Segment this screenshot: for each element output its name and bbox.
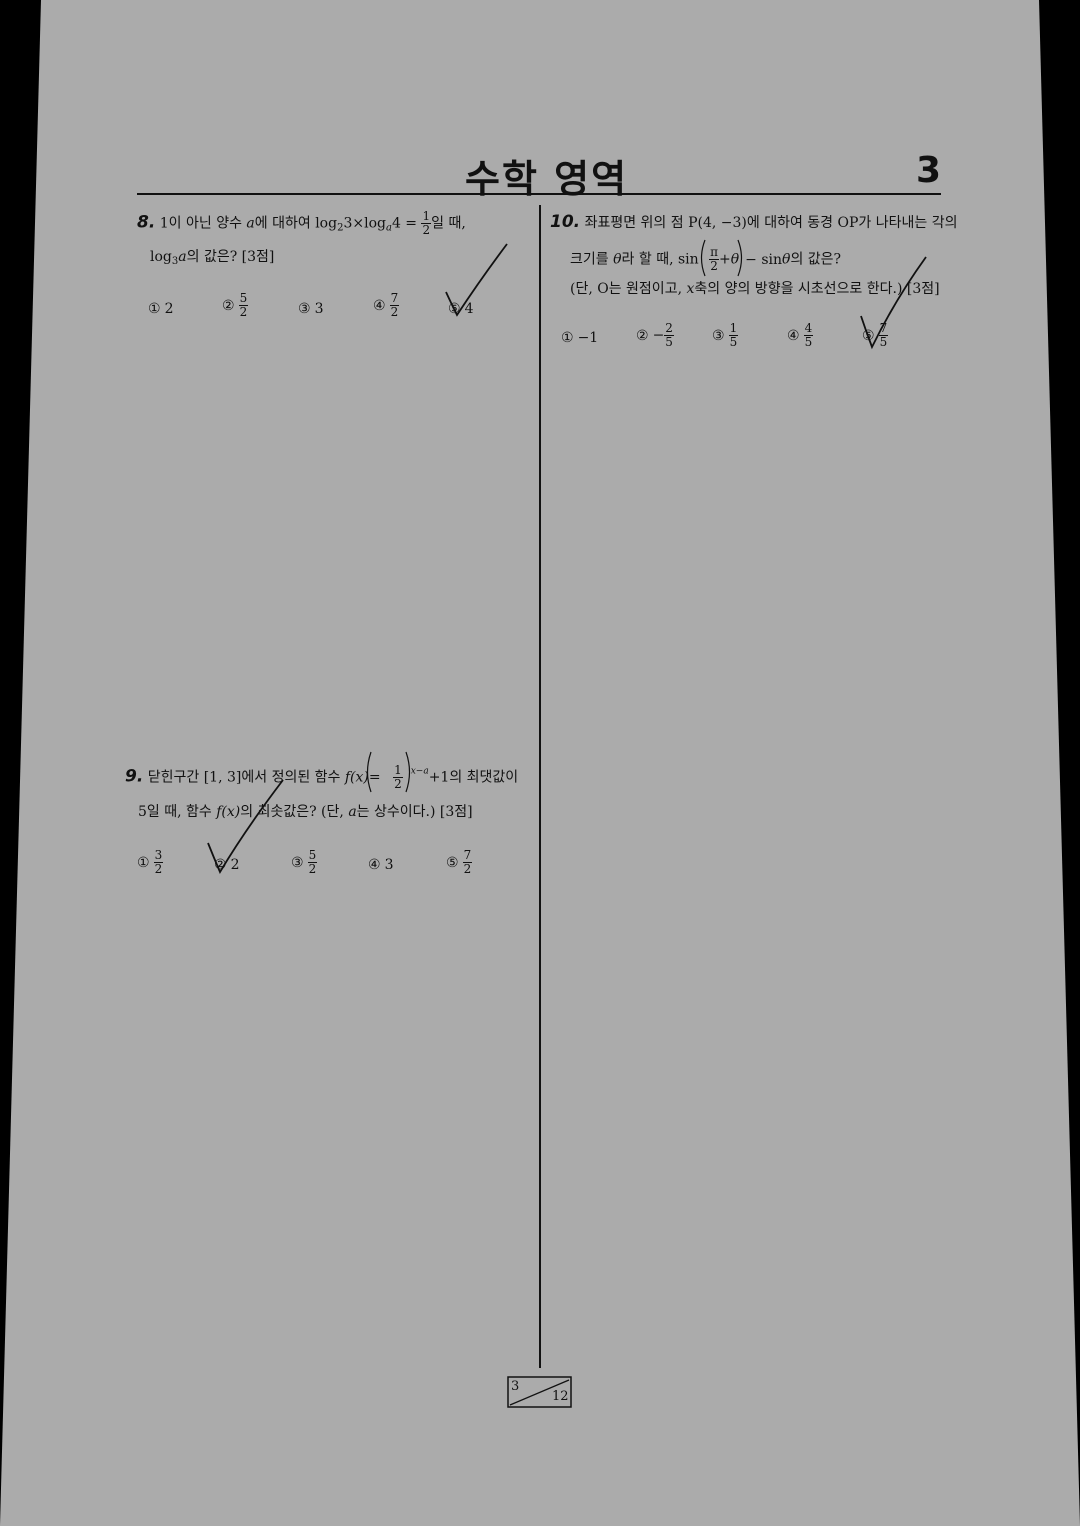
question-number: 8.	[137, 212, 156, 233]
question-10-line2: 크기를 θ라 할 때, sin π 2 +θ − sinθ의 값은?	[570, 245, 842, 273]
page-title: 수학 영역	[465, 157, 629, 201]
page-number: 3	[916, 150, 942, 191]
question-9-line1: 9. 닫힌구간 [1, 3]에서 정의된 함수 f(x)= 1 2 x−a+1의 최…	[125, 763, 519, 791]
check-mark-q10	[860, 256, 927, 350]
question-number: 10.	[550, 212, 581, 232]
question-number: 9.	[125, 766, 144, 787]
question-10-line1: 10. 좌표평면 위의 점 P(4, −3)에 대하여 동경 OP가 나타내는 …	[550, 212, 958, 232]
check-mark-q8	[445, 243, 508, 317]
question-8-line2: log3a의 값은? [3점]	[150, 249, 275, 267]
question-9-line2: 5일 때, 함수 f(x)의 최솟값은? (단, a는 상수이다.) [3점]	[138, 804, 473, 820]
footer-total-pages: 12	[552, 1389, 569, 1404]
question-10-line3: (단, O는 원점이고, x축의 양의 방향을 시초선으로 한다.) [3점]	[570, 281, 940, 297]
footer-current-page: 3	[511, 1379, 520, 1394]
choice-1[interactable]: ① −1	[561, 330, 599, 346]
check-mark-q9	[207, 779, 284, 874]
choice-2[interactable]: ② −2 5	[636, 321, 674, 349]
